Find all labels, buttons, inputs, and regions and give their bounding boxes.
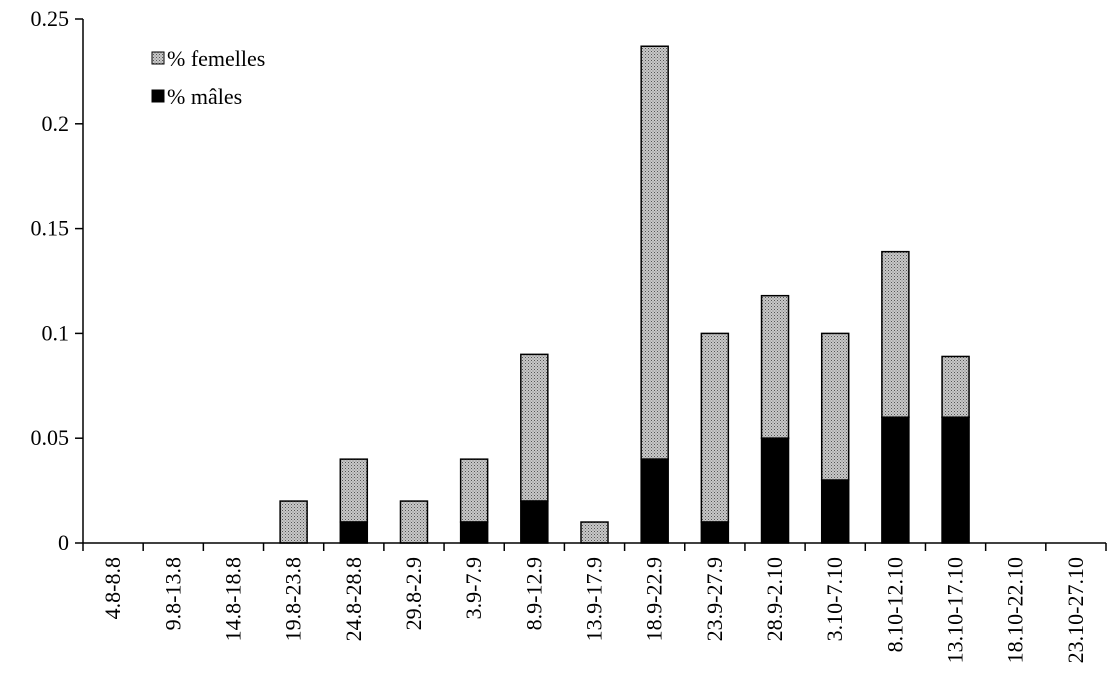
bar-femelles-8 — [580, 521, 609, 544]
bar-femelles-13 — [881, 250, 910, 418]
x-tick-label-7: 8.9-12.9 — [521, 557, 546, 630]
x-tick-label-6: 3.9-7.9 — [461, 557, 486, 619]
bar-femelles-10 — [700, 332, 730, 523]
x-tick-label-0: 4.8-8.8 — [100, 557, 125, 619]
x-tick-label-14: 13.10-17.10 — [943, 557, 968, 663]
x-tick-label-5: 29.8-2.9 — [401, 557, 426, 630]
legend-swatch-femelles — [151, 51, 165, 65]
y-tick-label-5: 0.25 — [31, 6, 70, 31]
y-tick-label-4: 0.2 — [42, 111, 70, 136]
plot-area — [279, 45, 970, 544]
bar-males-10 — [700, 521, 730, 544]
legend-swatch-males — [151, 89, 165, 103]
bar-femelles-3 — [279, 500, 308, 544]
bar-males-14 — [941, 416, 970, 544]
legend-label-femelles: % femelles — [167, 46, 265, 71]
bar-males-13 — [881, 416, 910, 544]
x-tick-label-16: 23.10-27.10 — [1063, 557, 1088, 663]
x-tick-label-8: 13.9-17.9 — [582, 557, 607, 641]
y-tick-label-1: 0.05 — [31, 425, 70, 450]
y-tick-label-3: 0.15 — [31, 216, 70, 241]
x-tick-label-1: 9.8-13.8 — [160, 557, 185, 630]
bar-femelles-9 — [640, 45, 669, 460]
bar-males-4 — [339, 521, 369, 544]
x-axis: 4.8-8.8 9.8-13.8 14.8-18.8 19.8-23.8 24.8-28… — [82, 542, 1107, 663]
x-tick-label-9: 18.9-22.9 — [642, 557, 667, 641]
x-tick-label-10: 23.9-27.9 — [702, 557, 727, 641]
x-tick-label-13: 8.10-12.10 — [882, 557, 907, 652]
x-tick-label-4: 24.8-28.8 — [341, 557, 366, 641]
x-tick-label-11: 28.9-2.10 — [762, 557, 787, 641]
bar-femelles-6 — [459, 458, 489, 523]
bar-males-12 — [820, 479, 850, 544]
bar-femelles-7 — [520, 353, 549, 502]
x-tick-label-12: 3.10-7.10 — [822, 557, 847, 641]
legend: % femelles % mâles — [151, 46, 265, 109]
bar-femelles-11 — [760, 294, 790, 439]
bar-males-6 — [459, 521, 489, 544]
bar-males-11 — [760, 437, 790, 544]
bar-femelles-5 — [399, 500, 429, 544]
bar-males-9 — [640, 458, 669, 544]
bar-femelles-12 — [820, 332, 850, 481]
x-tick-label-2: 14.8-18.8 — [220, 557, 245, 641]
y-tick-label-2: 0.1 — [42, 320, 70, 345]
bar-femelles-4 — [339, 458, 369, 523]
x-tick-label-3: 19.8-23.8 — [281, 557, 306, 641]
y-tick-label-0: 0 — [58, 530, 69, 555]
x-tick-label-15: 18.10-22.10 — [1003, 557, 1028, 663]
bar-femelles-14 — [941, 355, 970, 418]
y-axis: 0 0.05 0.1 0.15 0.2 0.25 — [31, 6, 84, 555]
legend-label-males: % mâles — [167, 84, 242, 109]
bar-males-7 — [520, 500, 549, 544]
